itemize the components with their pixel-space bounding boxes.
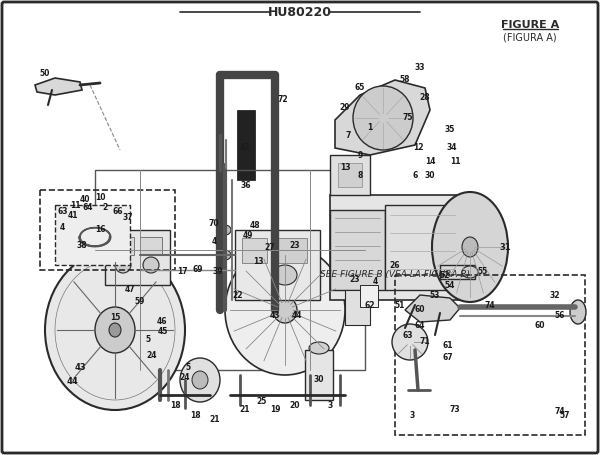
Text: 20: 20 <box>290 401 300 410</box>
Text: 25: 25 <box>257 398 267 406</box>
Text: 64: 64 <box>415 320 425 329</box>
Bar <box>330 210 385 290</box>
Ellipse shape <box>180 358 220 402</box>
Text: 48: 48 <box>250 221 260 229</box>
Text: 14: 14 <box>425 157 435 167</box>
Text: 13: 13 <box>340 163 350 172</box>
Text: 66: 66 <box>113 207 123 217</box>
Text: 70: 70 <box>209 219 220 228</box>
Text: 28: 28 <box>419 92 430 101</box>
Text: 55: 55 <box>478 268 488 277</box>
Text: 58: 58 <box>400 76 410 85</box>
Text: 65: 65 <box>355 84 365 92</box>
Bar <box>385 205 460 290</box>
Text: 22: 22 <box>233 290 243 299</box>
Ellipse shape <box>115 257 131 273</box>
Text: 38: 38 <box>77 241 88 249</box>
Bar <box>272 238 307 263</box>
Text: 31: 31 <box>499 243 511 252</box>
Text: 54: 54 <box>445 280 455 289</box>
Text: 18: 18 <box>170 401 181 410</box>
Text: 15: 15 <box>110 313 120 323</box>
Text: 33: 33 <box>415 64 425 72</box>
Text: 45: 45 <box>158 328 168 337</box>
Text: 32: 32 <box>550 290 560 299</box>
Text: 47: 47 <box>125 285 136 294</box>
Text: 71: 71 <box>419 338 430 347</box>
Text: 73: 73 <box>449 405 460 415</box>
Bar <box>235 230 320 300</box>
Text: 53: 53 <box>430 290 440 299</box>
Text: SEE FIGURE B (VEA LA FIGURA B): SEE FIGURE B (VEA LA FIGURA B) <box>320 271 470 279</box>
Text: 7: 7 <box>346 131 350 140</box>
Text: 16: 16 <box>95 226 105 234</box>
Ellipse shape <box>192 371 208 389</box>
Ellipse shape <box>225 245 345 375</box>
Text: 11: 11 <box>70 201 80 209</box>
Ellipse shape <box>219 225 231 235</box>
Text: 41: 41 <box>68 211 78 219</box>
Text: 74: 74 <box>554 408 565 416</box>
Bar <box>112 237 134 255</box>
Ellipse shape <box>109 323 121 337</box>
Text: 61: 61 <box>443 340 453 349</box>
Text: 52: 52 <box>440 271 450 279</box>
Text: 13: 13 <box>253 258 263 267</box>
Text: 21: 21 <box>240 405 250 415</box>
Bar <box>330 195 460 300</box>
Ellipse shape <box>353 86 413 150</box>
Text: 30: 30 <box>425 171 435 180</box>
Text: 19: 19 <box>270 405 280 415</box>
Bar <box>242 238 267 263</box>
Ellipse shape <box>462 266 478 278</box>
Text: 64: 64 <box>83 202 93 212</box>
Text: 62: 62 <box>365 300 375 309</box>
Text: 37: 37 <box>122 213 133 222</box>
Text: 18: 18 <box>190 410 200 420</box>
Bar <box>330 155 370 195</box>
Text: HU80220: HU80220 <box>268 5 332 19</box>
Text: FIGURE A: FIGURE A <box>501 20 559 30</box>
Text: 43: 43 <box>74 364 86 373</box>
Text: 49: 49 <box>243 231 253 239</box>
Bar <box>140 237 162 255</box>
Text: 11: 11 <box>450 157 460 167</box>
Text: 3: 3 <box>409 410 415 420</box>
Text: 2: 2 <box>103 202 107 212</box>
Text: 72: 72 <box>278 96 289 105</box>
Ellipse shape <box>95 307 135 353</box>
Ellipse shape <box>45 250 185 410</box>
Text: 69: 69 <box>193 266 203 274</box>
Ellipse shape <box>309 342 329 354</box>
Text: 8: 8 <box>358 171 362 180</box>
Text: 40: 40 <box>80 196 90 204</box>
Text: 75: 75 <box>403 113 413 122</box>
Text: 42: 42 <box>240 143 250 152</box>
Text: 1: 1 <box>367 123 373 132</box>
Text: 74: 74 <box>485 300 496 309</box>
Text: 24: 24 <box>180 374 190 383</box>
Ellipse shape <box>392 324 428 360</box>
Ellipse shape <box>273 297 297 323</box>
Text: 17: 17 <box>176 268 187 277</box>
Text: 60: 60 <box>535 320 545 329</box>
Text: 3: 3 <box>328 400 332 410</box>
Ellipse shape <box>273 265 297 285</box>
Text: 10: 10 <box>95 192 105 202</box>
Text: 63: 63 <box>403 332 413 340</box>
Bar <box>55 205 130 265</box>
Text: 26: 26 <box>390 261 400 269</box>
Text: 63: 63 <box>58 207 68 217</box>
Text: 5: 5 <box>145 335 151 344</box>
Text: 4: 4 <box>211 238 217 247</box>
Text: (FIGURA A): (FIGURA A) <box>503 32 557 42</box>
Text: 44: 44 <box>292 310 302 319</box>
Text: 30: 30 <box>314 375 324 384</box>
Text: 21: 21 <box>210 415 220 425</box>
Text: 27: 27 <box>265 243 275 253</box>
Text: 59: 59 <box>135 298 145 307</box>
Polygon shape <box>405 295 460 322</box>
Text: 23: 23 <box>290 241 300 249</box>
Text: 29: 29 <box>340 103 350 112</box>
